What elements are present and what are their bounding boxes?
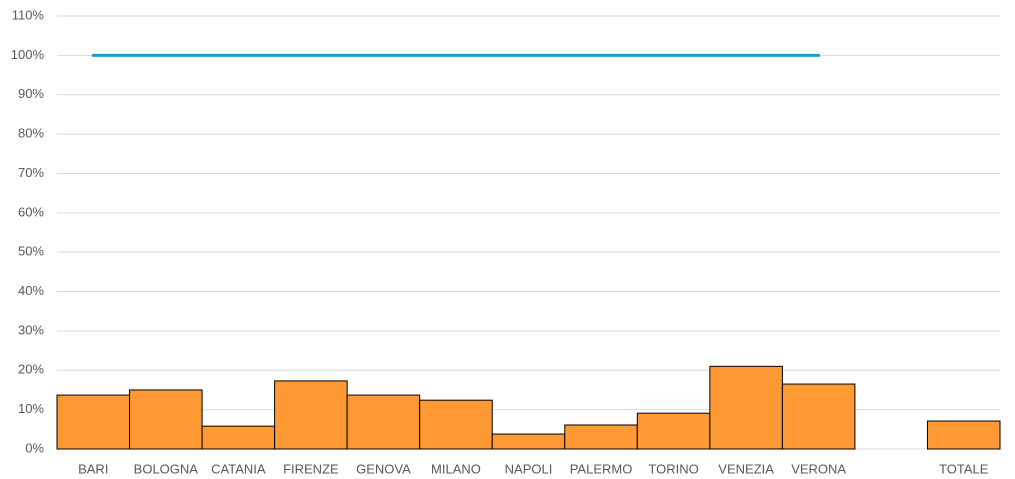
bar <box>636 412 711 450</box>
bar <box>274 380 348 450</box>
y-tick-label: 10% <box>18 401 44 416</box>
y-tick-label: 20% <box>18 362 44 377</box>
x-tick-label: VERONA <box>791 461 846 476</box>
y-tick-label: 40% <box>18 283 44 298</box>
bar <box>926 420 1001 450</box>
y-tick-label: 60% <box>18 204 44 219</box>
x-tick-label: FIRENZE <box>283 461 339 476</box>
x-tick-label: NAPOLI <box>505 461 553 476</box>
x-tick-label: BOLOGNA <box>134 461 199 476</box>
x-tick-label: VENEZIA <box>718 461 774 476</box>
y-tick-label: 50% <box>18 244 44 259</box>
bar <box>709 365 783 450</box>
y-tick-label: 90% <box>18 86 44 101</box>
bar <box>564 424 638 450</box>
x-tick-label: TORINO <box>648 461 698 476</box>
y-tick-label: 100% <box>11 47 45 62</box>
bar <box>419 399 493 450</box>
bar <box>201 425 276 450</box>
x-tick-label: TOTALE <box>939 461 989 476</box>
x-tick-label: CATANIA <box>211 461 266 476</box>
bar <box>346 394 421 450</box>
bar <box>56 394 131 450</box>
bar <box>781 383 856 450</box>
y-tick-label: 70% <box>18 165 44 180</box>
y-tick-label: 80% <box>18 126 44 141</box>
x-tick-label: GENOVA <box>356 461 411 476</box>
x-tick-label: MILANO <box>431 461 481 476</box>
x-tick-label: PALERMO <box>570 461 633 476</box>
bar <box>129 389 203 450</box>
x-tick-label: BARI <box>78 461 108 476</box>
y-tick-label: 110% <box>12 7 45 22</box>
y-tick-label: 0% <box>25 440 44 455</box>
bar <box>491 433 566 450</box>
y-tick-label: 30% <box>18 322 44 337</box>
